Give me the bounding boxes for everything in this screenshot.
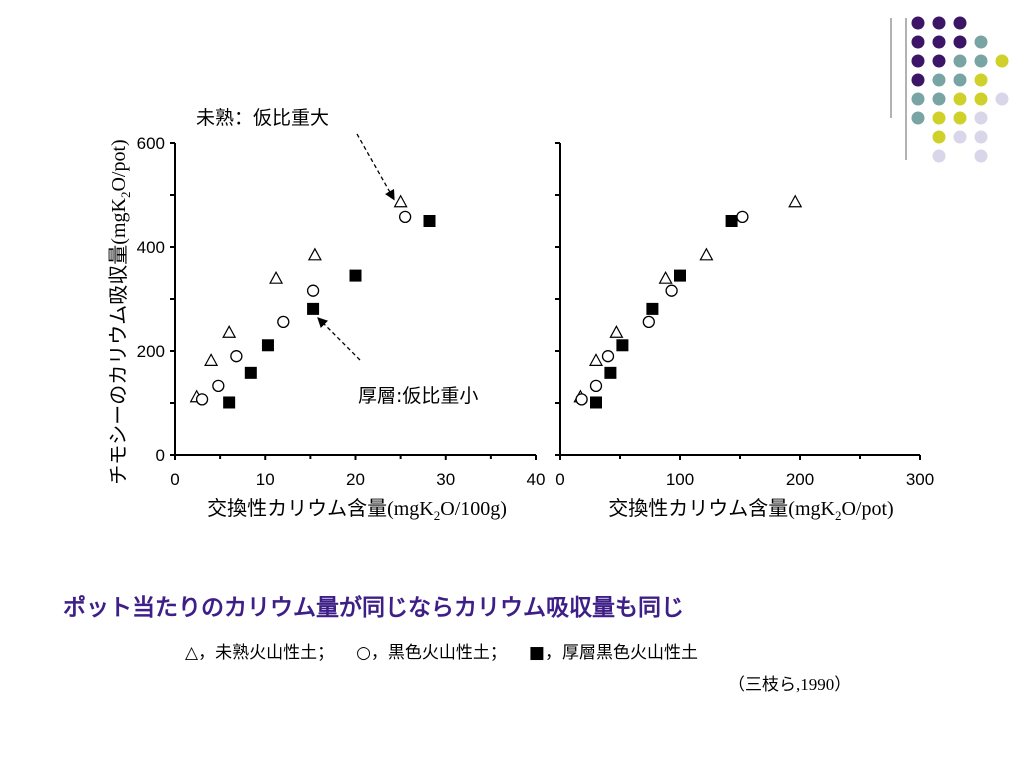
triangle-point	[788, 194, 803, 208]
legend-square: ■，厚層黒色火山性土	[528, 643, 698, 663]
deco-dot	[932, 35, 946, 49]
square-point	[307, 302, 320, 315]
deco-dot	[953, 35, 967, 49]
x-tick-label: 300	[906, 470, 934, 489]
y-tick-label: 0	[156, 446, 165, 465]
deco-dot	[995, 54, 1009, 68]
square-point	[261, 339, 274, 352]
deco-dot	[953, 111, 967, 125]
deco-dot	[974, 149, 988, 163]
legend-circle: ○，黒色火山性土；	[356, 643, 507, 663]
triangle-point	[222, 325, 237, 338]
deco-dot	[932, 130, 946, 144]
triangle-point	[699, 247, 714, 261]
triangle-point	[307, 247, 322, 261]
x-tick-label: 20	[346, 470, 365, 489]
square-point	[223, 396, 236, 409]
square-point	[604, 366, 617, 379]
y-tick-label: 600	[137, 134, 165, 153]
chart-2: 0 100 200 300	[555, 142, 934, 489]
x-tick-label: 200	[786, 470, 814, 489]
circle-point	[230, 350, 243, 363]
x-tick-label: 30	[436, 470, 455, 489]
conclusion-text: ポット当たりのカリウム量が同じならカリウム吸収量も同じ	[63, 595, 684, 621]
triangle-point	[204, 353, 219, 366]
deco-dot	[911, 16, 925, 30]
scatter-charts: チモシーのカリウム吸収量(mgK2O/pot) 交換性カリウム含量(mgK2O/…	[107, 107, 934, 523]
decorative-dot-grid	[890, 16, 1009, 163]
deco-dot	[953, 92, 967, 106]
triangle-point	[269, 270, 284, 284]
deco-dot	[953, 54, 967, 68]
marker-legend: △，未熟火山性土； ○，黒色火山性土； ■，厚層黒色火山性土	[185, 638, 698, 663]
deco-dot	[932, 73, 946, 87]
legend-triangle: △，未熟火山性土；	[185, 643, 335, 663]
deco-dot	[932, 111, 946, 125]
deco-dot	[974, 54, 988, 68]
circle-point	[601, 350, 615, 363]
deco-dot	[911, 111, 925, 125]
circle-point	[212, 379, 225, 392]
x-tick-label: 100	[666, 470, 694, 489]
x-axis-title-left: 交換性カリウム含量(mgK2O/100g)	[207, 497, 507, 523]
square-point	[244, 366, 257, 379]
annotation-arrow-thick-layer	[317, 317, 361, 361]
circle-point	[575, 393, 588, 406]
square-point	[725, 215, 738, 227]
square-point	[674, 269, 686, 282]
triangle-point	[588, 353, 604, 366]
circle-point	[589, 379, 603, 392]
square-point	[423, 215, 436, 227]
deco-dot	[953, 16, 967, 30]
circle-point	[306, 284, 320, 297]
y-tick-label: 200	[137, 342, 165, 361]
deco-dot	[974, 111, 988, 125]
triangle-point	[393, 194, 408, 208]
circle-point	[642, 315, 655, 329]
deco-dot	[932, 16, 946, 30]
circle-point	[398, 210, 412, 223]
circle-point	[736, 210, 749, 223]
deco-dot	[932, 92, 946, 106]
y-axis-title: チモシーのカリウム吸収量(mgK2O/pot)	[107, 139, 133, 484]
annotation-immature: 未熟：仮比重大	[196, 107, 329, 129]
x-tick-label: 10	[256, 470, 275, 489]
y-tick-label: 400	[137, 238, 165, 257]
x-tick-label: 0	[555, 470, 564, 489]
circle-point	[195, 393, 209, 406]
square-point	[616, 339, 629, 352]
deco-dot	[932, 149, 946, 163]
triangle-point	[609, 325, 624, 338]
deco-dot	[911, 35, 925, 49]
citation: （三枝ら,1990）	[728, 675, 852, 694]
square-point	[590, 396, 602, 409]
deco-dot	[974, 92, 988, 106]
triangle-point	[658, 270, 673, 284]
annotation-thick-layer: 厚層:仮比重小	[358, 385, 478, 407]
deco-dot	[974, 35, 988, 49]
deco-dot	[995, 92, 1009, 106]
deco-dot	[911, 92, 925, 106]
deco-dot	[974, 130, 988, 144]
square-point	[646, 302, 659, 315]
annotation-arrow-immature	[356, 133, 395, 201]
x-tick-label: 40	[527, 470, 546, 489]
deco-dot	[974, 73, 988, 87]
deco-dot	[932, 54, 946, 68]
square-point	[349, 269, 362, 282]
circle-point	[277, 315, 290, 329]
deco-dot	[911, 73, 925, 87]
deco-dot	[953, 130, 967, 144]
deco-dot	[911, 54, 925, 68]
x-axis-title-right: 交換性カリウム含量(mgK2O/pot)	[608, 497, 893, 523]
circle-point	[665, 284, 678, 297]
x-tick-label: 0	[170, 470, 179, 489]
deco-dot	[953, 73, 967, 87]
